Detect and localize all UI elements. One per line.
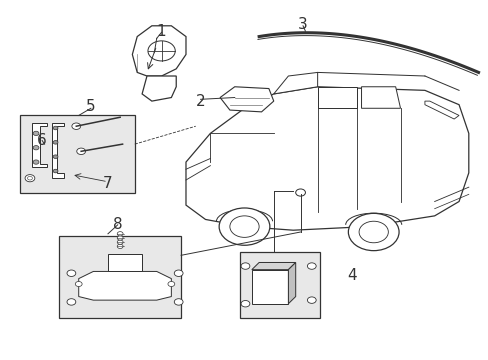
Circle shape: [117, 244, 123, 248]
FancyBboxPatch shape: [59, 235, 181, 318]
Circle shape: [241, 263, 249, 269]
Text: 5: 5: [86, 99, 96, 114]
Circle shape: [53, 126, 58, 130]
Circle shape: [33, 131, 39, 135]
Polygon shape: [185, 87, 468, 230]
Polygon shape: [317, 87, 356, 108]
FancyBboxPatch shape: [239, 252, 320, 318]
Circle shape: [53, 140, 58, 144]
Circle shape: [241, 301, 249, 307]
Polygon shape: [52, 123, 64, 178]
Circle shape: [307, 297, 316, 303]
Polygon shape: [220, 87, 273, 112]
Circle shape: [167, 282, 174, 287]
Circle shape: [33, 145, 39, 150]
Polygon shape: [79, 271, 171, 300]
Circle shape: [53, 169, 58, 173]
Circle shape: [33, 160, 39, 164]
Circle shape: [117, 231, 123, 236]
Polygon shape: [251, 270, 288, 304]
Circle shape: [72, 123, 81, 130]
Circle shape: [77, 148, 85, 154]
Circle shape: [117, 236, 123, 240]
Circle shape: [67, 299, 76, 305]
Circle shape: [174, 299, 183, 305]
Circle shape: [25, 175, 35, 182]
Polygon shape: [108, 253, 142, 271]
Text: 4: 4: [346, 267, 356, 283]
Polygon shape: [251, 262, 295, 270]
Text: 1: 1: [157, 24, 166, 39]
Text: 3: 3: [298, 17, 307, 32]
Polygon shape: [142, 76, 176, 101]
Circle shape: [174, 270, 183, 276]
FancyBboxPatch shape: [20, 116, 135, 193]
Polygon shape: [32, 123, 47, 167]
Polygon shape: [132, 26, 185, 76]
Polygon shape: [288, 262, 295, 304]
Polygon shape: [361, 87, 400, 108]
Polygon shape: [424, 101, 458, 119]
Circle shape: [53, 155, 58, 158]
Circle shape: [347, 213, 398, 251]
Circle shape: [307, 263, 316, 269]
Circle shape: [117, 240, 123, 244]
Text: 2: 2: [195, 94, 205, 109]
Circle shape: [295, 189, 305, 196]
Circle shape: [219, 208, 269, 245]
Text: 8: 8: [113, 217, 122, 232]
Circle shape: [75, 282, 82, 287]
Circle shape: [67, 270, 76, 276]
Text: 7: 7: [103, 176, 113, 191]
Polygon shape: [273, 72, 317, 94]
Text: 6: 6: [37, 133, 47, 148]
